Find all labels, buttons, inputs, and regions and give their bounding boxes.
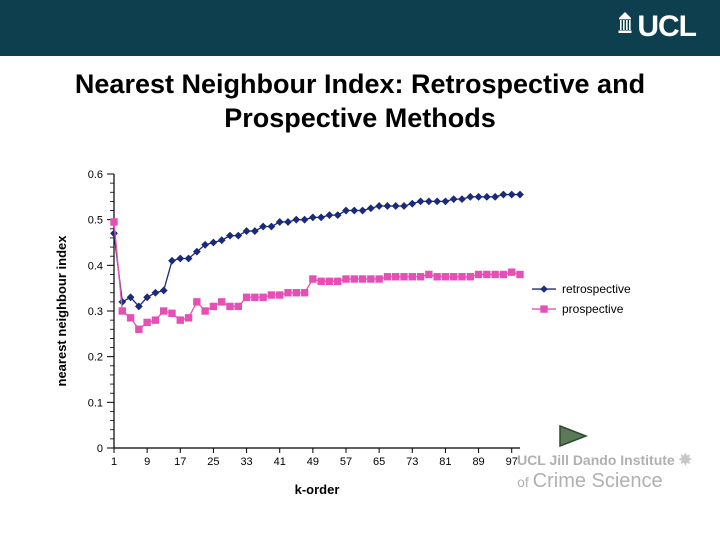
footer-line2-prefix: of xyxy=(517,474,533,490)
svg-text:17: 17 xyxy=(174,456,186,468)
play-button[interactable] xyxy=(558,424,588,448)
svg-text:33: 33 xyxy=(240,456,252,468)
svg-text:97: 97 xyxy=(506,456,518,468)
svg-text:k-order: k-order xyxy=(295,482,340,497)
nni-chart: 0 0.1 0.2 0.3 0.4 0.5 0.6 1 9 17 25 33 41 49 57 65 73 81 8… xyxy=(50,160,670,500)
svg-text:65: 65 xyxy=(373,456,385,468)
page-title: Nearest Neighbour Index: Retrospective a… xyxy=(0,68,720,136)
footer-line1: UCL Jill Dando Institute xyxy=(517,452,675,468)
svg-text:9: 9 xyxy=(144,456,150,468)
svg-text:nearest neighbour index: nearest neighbour index xyxy=(54,235,69,387)
svg-text:25: 25 xyxy=(207,456,219,468)
header-bar: UCL xyxy=(0,0,720,56)
dome-icon xyxy=(617,8,633,30)
svg-text:57: 57 xyxy=(340,456,352,468)
svg-text:1: 1 xyxy=(111,456,117,468)
svg-text:0.3: 0.3 xyxy=(88,306,103,318)
svg-text:0.6: 0.6 xyxy=(88,169,103,181)
svg-text:89: 89 xyxy=(472,456,484,468)
footer-brand: UCL Jill Dando Institute ✸ of Crime Scie… xyxy=(517,452,692,492)
svg-text:81: 81 xyxy=(439,456,451,468)
svg-text:41: 41 xyxy=(274,456,286,468)
star-icon: ✸ xyxy=(679,452,692,469)
footer-line2-main: Crime Science xyxy=(533,470,663,492)
ucl-logo: UCL xyxy=(617,10,696,44)
svg-text:prospective: prospective xyxy=(562,302,624,316)
svg-text:0.2: 0.2 xyxy=(88,352,103,364)
svg-text:retrospective: retrospective xyxy=(562,282,631,296)
svg-text:0.5: 0.5 xyxy=(88,215,103,227)
svg-text:49: 49 xyxy=(307,456,319,468)
svg-text:0.4: 0.4 xyxy=(88,260,103,272)
svg-text:0.1: 0.1 xyxy=(88,397,103,409)
svg-text:0: 0 xyxy=(97,443,103,455)
svg-text:73: 73 xyxy=(406,456,418,468)
ucl-logo-text: UCL xyxy=(637,10,696,43)
